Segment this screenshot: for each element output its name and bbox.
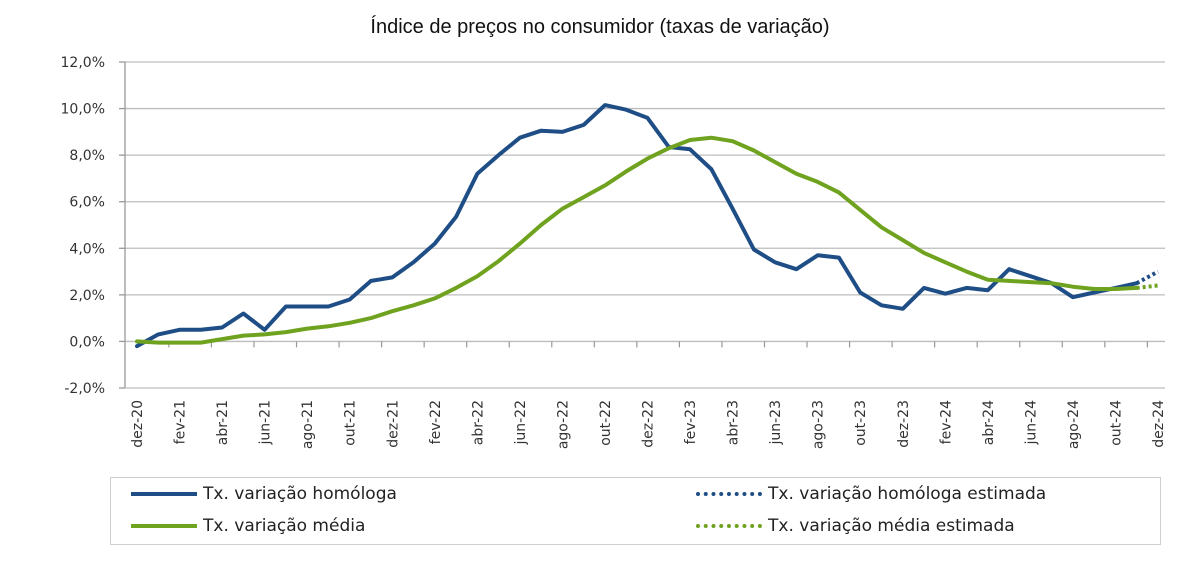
series-lines <box>135 103 1159 349</box>
x-tick-label: abr-22 <box>470 400 486 445</box>
legend-swatch-dotted-blue <box>696 492 762 496</box>
x-tick-label: out-24 <box>1108 400 1124 446</box>
x-tick-label: fev-22 <box>428 400 444 444</box>
x-tick-label: ago-23 <box>811 400 827 449</box>
legend-label: Tx. variação média <box>203 516 366 536</box>
y-tick-label: 12,0% <box>61 55 105 71</box>
legend-item-media: Tx. variação média <box>131 516 365 536</box>
line-chart: -2,0% 0,0% 2,0% 4,0% 6,0% 8,0% 10,0% 12,0% dez-… <box>61 55 1167 449</box>
legend-item-media-estimada: Tx. variação média estimada <box>696 516 1015 536</box>
x-tick-label: abr-24 <box>981 400 997 445</box>
y-tick-label: -2,0% <box>64 381 105 397</box>
x-tick-label: dez-21 <box>385 400 401 448</box>
x-tick-label: abr-23 <box>726 400 742 445</box>
y-tick-label: 4,0% <box>69 241 105 257</box>
axes <box>119 61 1165 389</box>
x-tick-label: ago-22 <box>555 400 571 449</box>
x-tick-label: fev-24 <box>938 400 954 444</box>
x-tick-label: out-21 <box>343 400 359 446</box>
x-tick-label: ago-21 <box>300 400 316 449</box>
legend: Tx. variação homóloga Tx. variação homól… <box>110 477 1161 545</box>
x-tick-labels: dez-20 fev-21 abr-21 jun-21 ago-21 out-21 dez-… <box>130 400 1167 449</box>
x-tick-label: dez-24 <box>1151 400 1167 448</box>
legend-label: Tx. variação homóloga <box>203 484 397 504</box>
legend-swatch-dotted-green <box>696 524 762 528</box>
y-tick-label: 2,0% <box>69 288 105 304</box>
x-tick-label: dez-20 <box>130 400 146 448</box>
x-tick-label: fev-23 <box>683 400 699 444</box>
x-tick-label: fev-21 <box>173 400 189 444</box>
x-tick-label: dez-22 <box>641 400 657 448</box>
series-line-tx-varia-o-hom-loga <box>135 103 1139 349</box>
x-tick-label: ago-24 <box>1066 400 1082 449</box>
x-tick-label: dez-23 <box>896 400 912 448</box>
y-tick-label: 10,0% <box>61 102 105 118</box>
legend-swatch-solid-green <box>131 524 197 528</box>
y-tick-label: 0,0% <box>69 334 105 350</box>
legend-label: Tx. variação homóloga estimada <box>768 484 1047 504</box>
y-tick-label: 6,0% <box>69 195 105 211</box>
legend-swatch-solid-blue <box>131 492 197 496</box>
legend-item-homologa-estimada: Tx. variação homóloga estimada <box>696 484 1046 504</box>
x-tick-label: jun-21 <box>258 400 274 446</box>
series-line-tx-varia-o-m-dia <box>135 135 1139 345</box>
x-tick-label: jun-23 <box>768 400 784 446</box>
y-tick-label: 8,0% <box>69 148 105 164</box>
gridlines <box>125 61 1165 343</box>
y-tick-labels: -2,0% 0,0% 2,0% 4,0% 6,0% 8,0% 10,0% 12,0% <box>61 55 105 397</box>
x-tick-label: abr-21 <box>215 400 231 445</box>
series-line-tx-varia-o-m-dia-estimada <box>1136 283 1159 290</box>
legend-item-homologa: Tx. variação homóloga <box>131 484 397 504</box>
legend-label: Tx. variação média estimada <box>768 516 1015 536</box>
chart-title: Índice de preços no consumidor (taxas de… <box>370 16 830 38</box>
series-line-tx-varia-o-hom-loga-estimada <box>1135 269 1159 285</box>
x-tick-label: jun-22 <box>513 400 529 446</box>
x-tick-label: out-22 <box>598 400 614 446</box>
x-tick-label: jun-24 <box>1023 400 1039 446</box>
x-tick-label: out-23 <box>853 400 869 446</box>
